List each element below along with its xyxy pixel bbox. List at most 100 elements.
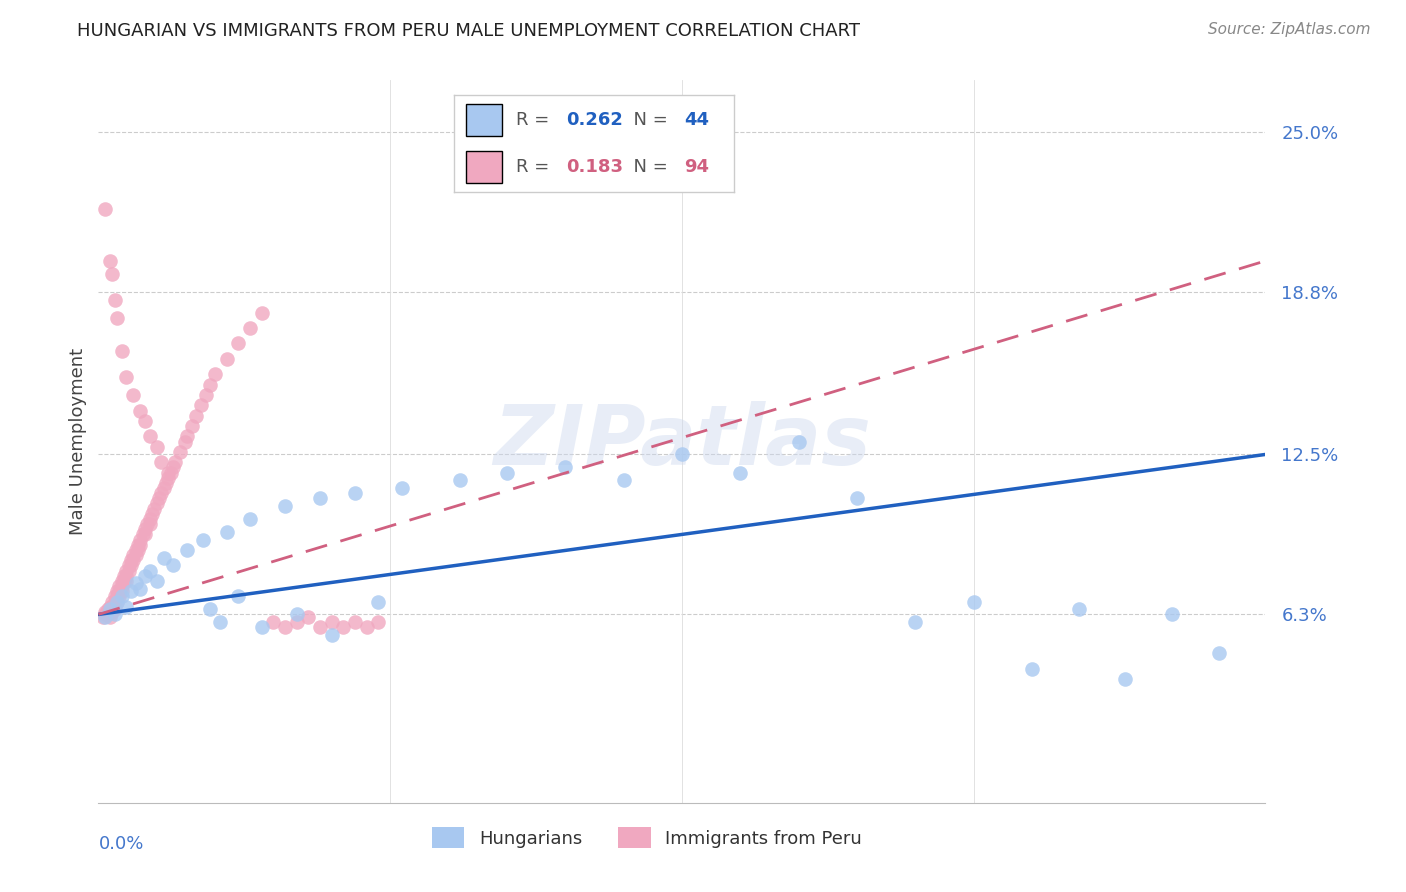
- Point: [94, 605, 117, 619]
- Point: [91, 610, 114, 624]
- Point: [146, 496, 169, 510]
- Point: [115, 370, 138, 384]
- Point: [274, 499, 297, 513]
- Point: [146, 440, 169, 454]
- Point: [274, 620, 297, 634]
- Point: [321, 615, 343, 630]
- Point: [496, 466, 519, 480]
- Point: [111, 344, 134, 359]
- Point: [125, 576, 148, 591]
- Point: [190, 398, 212, 412]
- Point: [239, 512, 262, 526]
- Point: [108, 579, 131, 593]
- Point: [122, 553, 145, 567]
- Point: [98, 599, 121, 614]
- Point: [367, 594, 389, 608]
- Point: [111, 590, 134, 604]
- Point: [94, 610, 117, 624]
- Point: [1114, 672, 1136, 686]
- Point: [176, 542, 198, 557]
- Point: [141, 507, 163, 521]
- Point: [165, 455, 187, 469]
- Point: [129, 582, 152, 596]
- Point: [554, 460, 576, 475]
- Point: [155, 475, 177, 490]
- Point: [134, 568, 156, 582]
- Point: [97, 607, 120, 622]
- Point: [169, 445, 191, 459]
- Point: [671, 447, 693, 461]
- Point: [111, 584, 134, 599]
- Point: [391, 481, 413, 495]
- Point: [120, 558, 142, 573]
- Point: [104, 293, 127, 307]
- Point: [250, 305, 273, 319]
- Point: [152, 550, 174, 565]
- Point: [787, 434, 810, 449]
- Point: [152, 481, 174, 495]
- Point: [1208, 646, 1230, 660]
- Point: [143, 501, 166, 516]
- Point: [101, 599, 124, 614]
- Point: [215, 524, 238, 539]
- Point: [98, 254, 121, 268]
- Point: [239, 321, 262, 335]
- Point: [204, 368, 226, 382]
- Point: [115, 574, 138, 588]
- Point: [159, 466, 181, 480]
- Point: [101, 267, 124, 281]
- Point: [173, 434, 195, 449]
- Point: [122, 548, 145, 562]
- Point: [200, 377, 222, 392]
- Point: [157, 471, 180, 485]
- Point: [367, 615, 389, 630]
- Point: [250, 620, 273, 634]
- Point: [321, 628, 343, 642]
- Point: [139, 517, 162, 532]
- Point: [120, 553, 142, 567]
- Point: [105, 584, 128, 599]
- Point: [150, 486, 173, 500]
- Point: [127, 542, 149, 557]
- Point: [129, 403, 152, 417]
- Point: [125, 548, 148, 562]
- Point: [127, 538, 149, 552]
- Point: [134, 527, 156, 541]
- Point: [148, 491, 170, 506]
- Point: [98, 602, 121, 616]
- Point: [157, 466, 180, 480]
- Text: HUNGARIAN VS IMMIGRANTS FROM PERU MALE UNEMPLOYMENT CORRELATION CHART: HUNGARIAN VS IMMIGRANTS FROM PERU MALE U…: [77, 22, 860, 40]
- Point: [98, 610, 121, 624]
- Point: [134, 414, 156, 428]
- Point: [111, 579, 134, 593]
- Point: [118, 558, 141, 573]
- Point: [146, 574, 169, 588]
- Point: [101, 594, 124, 608]
- Point: [105, 590, 128, 604]
- Point: [115, 568, 138, 582]
- Point: [228, 590, 250, 604]
- Point: [162, 558, 184, 573]
- Point: [297, 610, 319, 624]
- Point: [730, 466, 752, 480]
- Point: [105, 594, 128, 608]
- Point: [449, 473, 471, 487]
- Point: [962, 594, 984, 608]
- Point: [309, 491, 332, 506]
- Point: [176, 429, 198, 443]
- Point: [125, 542, 148, 557]
- Point: [309, 620, 332, 634]
- Point: [1161, 607, 1184, 622]
- Point: [129, 533, 152, 547]
- Point: [228, 336, 250, 351]
- Text: ZIPatlas: ZIPatlas: [494, 401, 870, 482]
- Point: [111, 574, 134, 588]
- Point: [208, 615, 231, 630]
- Point: [904, 615, 927, 630]
- Point: [285, 607, 308, 622]
- Point: [215, 351, 238, 366]
- Point: [97, 602, 120, 616]
- Point: [105, 594, 128, 608]
- Point: [122, 388, 145, 402]
- Point: [285, 615, 308, 630]
